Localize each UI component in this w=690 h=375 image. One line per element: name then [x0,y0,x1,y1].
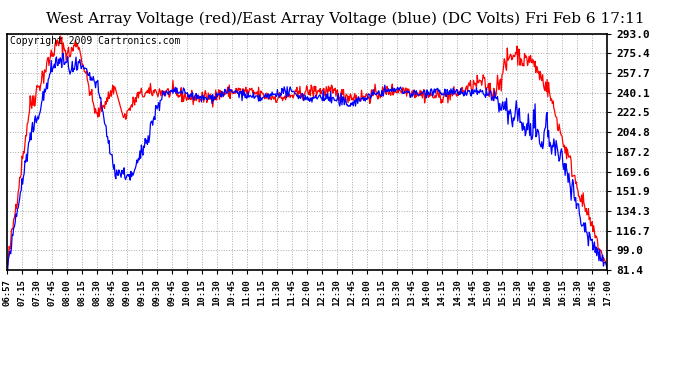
Text: Copyright 2009 Cartronics.com: Copyright 2009 Cartronics.com [10,36,180,46]
Text: West Array Voltage (red)/East Array Voltage (blue) (DC Volts) Fri Feb 6 17:11: West Array Voltage (red)/East Array Volt… [46,11,644,26]
